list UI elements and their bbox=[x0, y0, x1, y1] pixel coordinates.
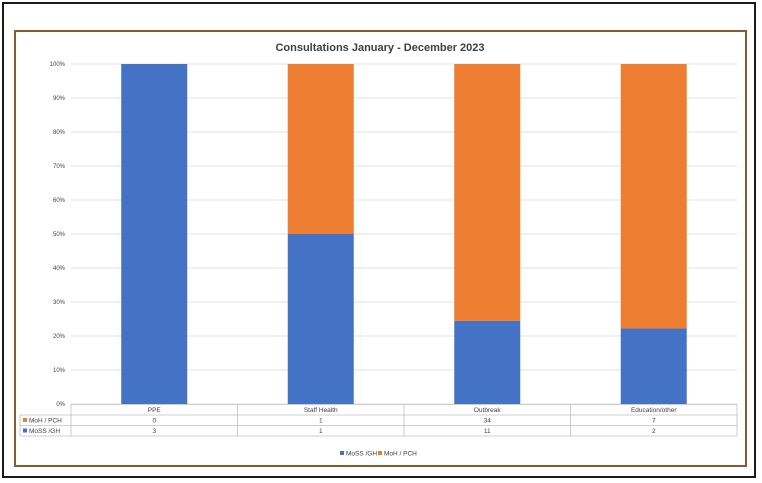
category-label: Education/other bbox=[631, 407, 677, 414]
bar-segment bbox=[121, 64, 188, 404]
y-tick-label: 40% bbox=[53, 266, 66, 272]
bar-segment bbox=[620, 64, 687, 329]
legend-key-swatch bbox=[23, 418, 27, 422]
category-label: Staff Health bbox=[304, 407, 338, 414]
data-value: 1 bbox=[319, 428, 323, 435]
y-tick-label: 90% bbox=[53, 96, 66, 102]
legend: MoSS /GH MoH / PCH bbox=[340, 451, 417, 458]
y-tick-label: 20% bbox=[53, 334, 66, 340]
y-tick-label: 60% bbox=[53, 198, 66, 204]
legend-key-swatch bbox=[23, 428, 27, 433]
legend-label: MoH / PCH bbox=[384, 451, 417, 458]
y-tick-label: 30% bbox=[53, 300, 66, 306]
bar-segment bbox=[620, 328, 687, 404]
y-axis: 0% 10% 20% 30% 40% 50% 60% 70% 80% 90% 100% bbox=[50, 62, 66, 408]
bar-segment bbox=[454, 320, 521, 404]
legend-swatch bbox=[378, 451, 382, 455]
bar-segment bbox=[454, 64, 521, 321]
y-tick-label: 0% bbox=[56, 402, 65, 408]
data-value: 0 bbox=[152, 418, 156, 425]
data-value: 1 bbox=[319, 418, 323, 425]
data-value: 7 bbox=[652, 418, 656, 425]
legend-swatch bbox=[340, 451, 344, 455]
y-tick-label: 10% bbox=[53, 368, 66, 374]
bar-segment bbox=[287, 64, 354, 234]
series-row-label: MoH / PCH bbox=[29, 418, 62, 425]
data-value: 2 bbox=[652, 428, 656, 435]
series-row-label: MoSS /GH bbox=[29, 428, 60, 435]
y-tick-label: 80% bbox=[53, 130, 66, 136]
chart-title: Consultations January - December 2023 bbox=[275, 42, 484, 54]
data-value: 3 bbox=[152, 428, 156, 435]
data-value: 34 bbox=[484, 418, 492, 425]
data-table: PPE Staff Health Outbreak Education/other Mo… bbox=[19, 404, 738, 437]
category-label: PPE bbox=[148, 407, 162, 414]
y-tick-label: 70% bbox=[53, 164, 66, 170]
data-value: 11 bbox=[484, 428, 491, 435]
legend-label: MoSS /GH bbox=[346, 451, 377, 458]
y-tick-label: 100% bbox=[50, 62, 66, 68]
y-tick-label: 50% bbox=[53, 232, 66, 238]
bar-segment bbox=[287, 234, 354, 404]
category-label: Outbreak bbox=[474, 407, 501, 414]
bar-layer bbox=[121, 64, 687, 404]
